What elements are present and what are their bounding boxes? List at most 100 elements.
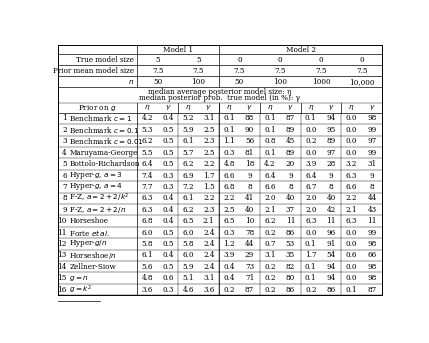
Text: 41: 41 (245, 194, 254, 202)
Text: 0.5: 0.5 (162, 263, 174, 271)
Text: 0.0: 0.0 (305, 149, 317, 157)
Text: 31: 31 (367, 160, 377, 168)
Text: 4.2: 4.2 (264, 160, 276, 168)
Text: 35: 35 (286, 251, 295, 259)
Text: 4: 4 (62, 149, 67, 157)
Text: 0.1: 0.1 (224, 115, 235, 122)
Text: 0.5: 0.5 (162, 137, 174, 145)
Text: 0.1: 0.1 (224, 126, 235, 134)
Text: 3.9: 3.9 (305, 160, 317, 168)
Text: 7.5: 7.5 (315, 67, 327, 75)
Text: 6.0: 6.0 (183, 251, 194, 259)
Text: 0.1: 0.1 (264, 149, 276, 157)
Text: 0.4: 0.4 (224, 263, 235, 271)
Text: F-Z, $a=2+2/n$: F-Z, $a=2+2/n$ (69, 205, 126, 215)
Text: 9: 9 (288, 172, 293, 179)
Text: Prior on $g$: Prior on $g$ (78, 103, 117, 113)
Text: 7.5: 7.5 (275, 67, 286, 75)
Text: $η$: $η$ (226, 103, 233, 112)
Text: 0.1: 0.1 (346, 286, 357, 294)
Text: median posterior prob.  true model (in %): γ: median posterior prob. true model (in %)… (139, 94, 300, 103)
Text: 6.5: 6.5 (183, 217, 194, 225)
Text: 8: 8 (288, 183, 293, 191)
Text: 15: 15 (57, 274, 67, 282)
Text: 0.2: 0.2 (264, 263, 276, 271)
Text: 6.6: 6.6 (346, 183, 357, 191)
Text: 1.5: 1.5 (203, 183, 214, 191)
Text: 97: 97 (326, 149, 336, 157)
Text: 0.2: 0.2 (264, 274, 276, 282)
Text: Hyper-$g$, $a=4$: Hyper-$g$, $a=4$ (69, 181, 123, 192)
Text: 73: 73 (245, 263, 254, 271)
Text: Prior mean model size: Prior mean model size (53, 67, 134, 75)
Text: 40: 40 (326, 194, 336, 202)
Text: 2.2: 2.2 (203, 194, 214, 202)
Text: 0.4: 0.4 (162, 206, 174, 214)
Text: 6: 6 (62, 172, 67, 179)
Text: 20: 20 (286, 160, 295, 168)
Text: 4.2: 4.2 (142, 115, 153, 122)
Text: 0.5: 0.5 (162, 228, 174, 237)
Text: $η$: $η$ (185, 103, 191, 112)
Text: 2.4: 2.4 (203, 228, 214, 237)
Text: 0.0: 0.0 (346, 240, 357, 248)
Text: 12: 12 (57, 240, 67, 248)
Text: 50: 50 (235, 78, 244, 86)
Text: 6.4: 6.4 (142, 160, 153, 168)
Text: 5.6: 5.6 (142, 263, 153, 271)
Text: 0.4: 0.4 (162, 217, 174, 225)
Text: 0: 0 (319, 56, 323, 64)
Text: 0.4: 0.4 (162, 115, 174, 122)
Text: 56: 56 (245, 137, 254, 145)
Text: 9: 9 (247, 172, 252, 179)
Text: 87: 87 (286, 115, 295, 122)
Text: 86: 86 (286, 228, 295, 237)
Text: 0.3: 0.3 (224, 149, 235, 157)
Text: $η$: $η$ (144, 103, 151, 112)
Text: Hyper-$g/n$: Hyper-$g/n$ (69, 238, 108, 249)
Text: 11: 11 (57, 228, 67, 237)
Text: 0.0: 0.0 (346, 274, 357, 282)
Text: 7.5: 7.5 (193, 67, 204, 75)
Text: 0.5: 0.5 (162, 160, 174, 168)
Text: median average posterior model size: η: median average posterior model size: η (148, 88, 292, 96)
Text: 53: 53 (286, 240, 295, 248)
Text: 82: 82 (286, 263, 295, 271)
Text: 6.7: 6.7 (305, 183, 317, 191)
Text: 0: 0 (278, 56, 282, 64)
Text: 0.1: 0.1 (305, 115, 317, 122)
Text: 98: 98 (367, 263, 377, 271)
Text: 3.2: 3.2 (346, 160, 357, 168)
Text: 0.1: 0.1 (305, 274, 317, 282)
Text: 8: 8 (329, 183, 333, 191)
Text: 8: 8 (247, 183, 252, 191)
Text: 78: 78 (245, 228, 254, 237)
Text: 0.0: 0.0 (346, 149, 357, 157)
Text: 94: 94 (326, 274, 336, 282)
Text: 2.4: 2.4 (203, 240, 214, 248)
Text: 6.1: 6.1 (182, 194, 194, 202)
Text: 0.4: 0.4 (162, 251, 174, 259)
Text: 0.5: 0.5 (162, 149, 174, 157)
Text: 3.1: 3.1 (203, 274, 214, 282)
Text: 80: 80 (286, 274, 295, 282)
Text: 7.2: 7.2 (183, 183, 194, 191)
Text: 0.1: 0.1 (264, 115, 276, 122)
Text: 44: 44 (245, 240, 254, 248)
Text: 0.1: 0.1 (305, 263, 317, 271)
Text: 29: 29 (245, 251, 254, 259)
Text: 3.1: 3.1 (203, 115, 214, 122)
Text: 7.7: 7.7 (142, 183, 153, 191)
Text: 1: 1 (62, 115, 67, 122)
Text: $η$: $η$ (267, 103, 273, 112)
Text: 40: 40 (286, 194, 295, 202)
Text: 7.4: 7.4 (142, 172, 153, 179)
Text: 0.0: 0.0 (346, 263, 357, 271)
Text: 2.5: 2.5 (203, 149, 214, 157)
Text: 16: 16 (57, 286, 67, 294)
Text: 7.5: 7.5 (356, 67, 368, 75)
Text: 9: 9 (62, 206, 67, 214)
Text: 37: 37 (286, 206, 295, 214)
Text: 95: 95 (326, 126, 336, 134)
Text: 0.0: 0.0 (346, 126, 357, 134)
